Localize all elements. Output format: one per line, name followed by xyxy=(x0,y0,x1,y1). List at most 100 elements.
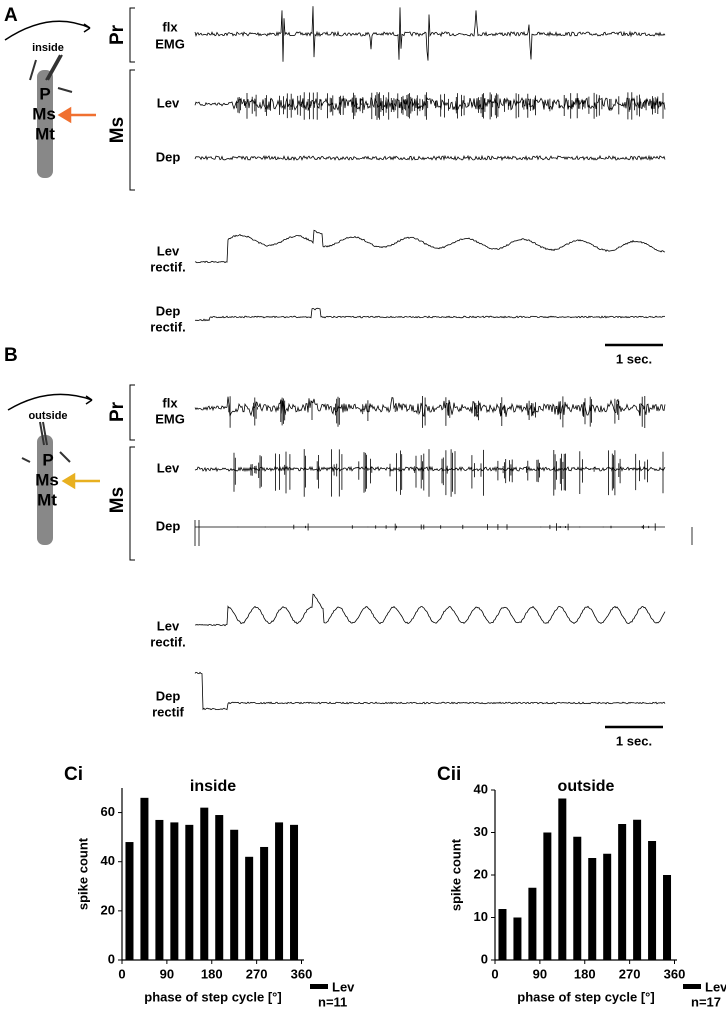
rectified-trace xyxy=(194,307,666,322)
segment: Mt xyxy=(35,124,55,143)
x-axis-label: phase of step cycle [°] xyxy=(144,989,281,1004)
bar xyxy=(513,917,522,960)
chart-title: outside xyxy=(558,778,615,795)
x-tick-label: 0 xyxy=(491,966,498,981)
y-tick-label: 20 xyxy=(101,902,115,917)
panel-label: Cii xyxy=(437,764,461,785)
leg-rod xyxy=(37,435,53,545)
scale-label: 1 sec. xyxy=(616,733,652,748)
recording-trace xyxy=(194,154,666,162)
bar xyxy=(603,853,612,960)
trace-label: Dep xyxy=(156,149,181,164)
y-tick-label: 30 xyxy=(474,824,488,839)
group-label: Pr xyxy=(107,401,128,422)
group-label: Ms xyxy=(107,487,128,513)
trace-label: Lev xyxy=(157,618,180,633)
bar xyxy=(618,824,627,960)
y-tick-label: 0 xyxy=(108,951,115,966)
bar xyxy=(648,841,657,960)
y-axis-label: spike count xyxy=(448,838,463,911)
x-tick-label: 180 xyxy=(574,966,596,981)
leg-lines xyxy=(29,54,73,93)
trace-label: Dep xyxy=(156,688,181,703)
legend-label: Lev xyxy=(332,979,355,994)
trace-label: EMG xyxy=(155,36,185,51)
panel-label: Ci xyxy=(64,764,83,785)
spike-trace xyxy=(236,92,664,120)
trace-label: flx xyxy=(162,19,178,34)
bar xyxy=(155,819,164,960)
spike-trace xyxy=(228,396,646,428)
bracket xyxy=(129,384,135,561)
bar xyxy=(245,856,254,960)
bar xyxy=(230,829,239,960)
trace-label: rectif. xyxy=(150,319,185,334)
trace-label: Lev xyxy=(157,460,180,475)
x-tick-label: 90 xyxy=(533,966,547,981)
bar xyxy=(588,858,597,960)
panel-label: A xyxy=(4,5,18,26)
trace-label: Dep xyxy=(156,518,181,533)
dep-trace xyxy=(194,520,693,546)
bar xyxy=(573,836,582,960)
recording-trace xyxy=(194,396,666,418)
y-tick-label: 40 xyxy=(101,853,115,868)
side-label: inside xyxy=(32,42,64,54)
bar xyxy=(498,909,507,960)
recording-trace xyxy=(194,96,666,111)
leg-lines xyxy=(21,421,71,463)
trace-label: rectif xyxy=(152,704,184,719)
bracket xyxy=(129,7,135,191)
bar xyxy=(558,798,567,960)
segment: Ms xyxy=(35,470,59,489)
recording-trace xyxy=(194,6,666,62)
arrow xyxy=(57,106,96,124)
y-tick-label: 0 xyxy=(481,951,488,966)
x-tick-label: 90 xyxy=(160,966,174,981)
bar xyxy=(275,822,284,960)
bar xyxy=(200,807,209,960)
bar xyxy=(663,875,672,960)
segment: P xyxy=(39,84,50,103)
y-tick-label: 10 xyxy=(474,909,488,924)
arc xyxy=(4,20,91,41)
x-tick-label: 0 xyxy=(118,966,125,981)
scale-label: 1 sec. xyxy=(616,351,652,366)
bar xyxy=(185,824,194,960)
rectified-trace xyxy=(194,671,666,711)
y-axis-label: spike count xyxy=(75,837,90,910)
y-tick-label: 60 xyxy=(101,804,115,819)
x-tick-label: 180 xyxy=(201,966,223,981)
bar xyxy=(170,822,179,960)
arc xyxy=(7,393,93,411)
segment: P xyxy=(42,450,53,469)
leg-rod xyxy=(37,70,53,178)
group-label: Pr xyxy=(107,24,128,45)
chart-title: inside xyxy=(190,778,236,795)
bar xyxy=(633,819,642,960)
x-tick-label: 360 xyxy=(664,966,686,981)
legend-swatch xyxy=(683,984,701,989)
trace-label: rectif. xyxy=(150,634,185,649)
segment: Ms xyxy=(32,104,56,123)
trace-label: Dep xyxy=(156,303,181,318)
side-label: outside xyxy=(28,410,67,422)
legend-swatch xyxy=(310,984,328,989)
recording-trace xyxy=(194,465,666,473)
trace-label: EMG xyxy=(155,411,185,426)
bar xyxy=(260,846,269,960)
spike-trace xyxy=(237,523,656,531)
spike-trace xyxy=(233,449,664,497)
group-label: Ms xyxy=(107,117,128,143)
bar xyxy=(125,842,134,960)
annotation: n=11 xyxy=(318,994,347,1009)
trace-label: Lev xyxy=(157,95,180,110)
segment: Mt xyxy=(37,490,57,509)
bar xyxy=(528,887,537,960)
y-tick-label: 40 xyxy=(474,781,488,796)
trace-label: rectif. xyxy=(150,259,185,274)
x-tick-label: 270 xyxy=(246,966,268,981)
traces xyxy=(194,6,693,711)
bar xyxy=(140,797,149,960)
